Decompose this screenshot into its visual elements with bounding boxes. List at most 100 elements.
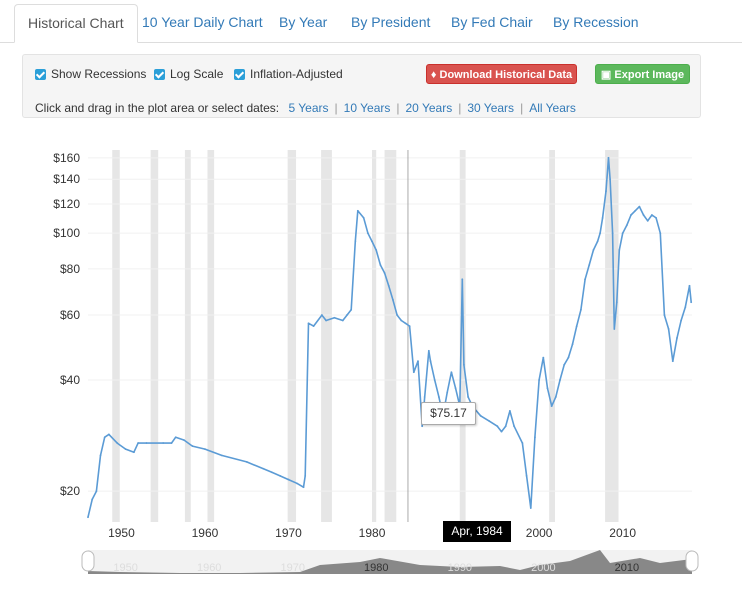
- checkbox-checked-icon: [154, 68, 165, 80]
- data-point: [667, 328, 670, 330]
- data-point: [423, 396, 426, 398]
- recession-band: [549, 150, 555, 522]
- navigator-left-handle[interactable]: [81, 550, 95, 572]
- data-point: [379, 264, 382, 266]
- navigator-tick-label: 1990: [448, 562, 472, 574]
- inflation-adjusted-checkbox[interactable]: Inflation-Adjusted: [234, 67, 343, 81]
- data-point: [609, 178, 612, 181]
- data-point: [321, 314, 323, 316]
- y-tick-label: $160: [53, 151, 80, 165]
- range-30-years-link[interactable]: 30 Years: [467, 101, 515, 115]
- data-point: [588, 264, 591, 266]
- data-point: [375, 249, 378, 251]
- show-recessions-checkbox[interactable]: Show Recessions: [35, 67, 146, 81]
- data-point: [655, 216, 657, 219]
- data-point: [91, 498, 94, 501]
- tab-historical-chart[interactable]: Historical Chart: [14, 4, 138, 43]
- data-point: [538, 379, 541, 381]
- log-scale-checkbox[interactable]: Log Scale: [154, 67, 223, 81]
- data-point: [618, 249, 621, 251]
- export-image-button[interactable]: ▣ Export Image: [595, 64, 690, 84]
- range-10-years-link[interactable]: 10 Years: [343, 101, 391, 115]
- range-prompt: Click and drag in the plot area or selec…: [35, 101, 280, 115]
- data-point: [542, 356, 545, 359]
- data-point: [383, 272, 386, 274]
- data-point: [525, 474, 528, 477]
- data-point: [599, 232, 602, 235]
- range-20-years-link[interactable]: 20 Years: [405, 101, 453, 115]
- date-tooltip: Apr, 1984: [443, 521, 511, 542]
- tab-10-year-daily-chart[interactable]: 10 Year Daily Chart: [142, 14, 263, 30]
- data-point: [433, 379, 436, 381]
- data-point: [461, 278, 464, 281]
- data-point: [354, 240, 357, 243]
- tab-by-recession[interactable]: By Recession: [553, 14, 639, 30]
- data-point: [295, 482, 298, 485]
- data-point: [170, 442, 173, 444]
- data-point: [350, 308, 353, 311]
- data-point: [563, 363, 566, 366]
- data-point: [107, 433, 110, 436]
- navigator-right-handle[interactable]: [685, 550, 699, 572]
- data-point: [534, 436, 536, 439]
- data-point: [584, 278, 586, 281]
- data-point: [592, 249, 595, 251]
- data-point: [550, 405, 553, 408]
- data-point: [133, 451, 135, 454]
- data-point: [496, 425, 499, 428]
- y-tick-label: $140: [53, 172, 80, 186]
- data-point: [99, 454, 102, 457]
- data-point: [302, 486, 305, 489]
- checkbox-checked-icon: [35, 68, 46, 80]
- navigator[interactable]: 1950 1960 1970 1980 1990 2000 2010: [0, 545, 742, 589]
- data-point: [191, 445, 194, 447]
- data-point: [630, 214, 632, 216]
- data-point: [116, 442, 119, 444]
- recession-band: [384, 150, 397, 522]
- data-point: [262, 467, 265, 470]
- recession-band: [321, 150, 332, 522]
- range-5-years-link[interactable]: 5 Years: [288, 101, 329, 115]
- range-all-years-link[interactable]: All Years: [529, 101, 576, 115]
- data-point: [333, 316, 336, 319]
- data-point: [615, 301, 618, 304]
- data-point: [174, 436, 177, 439]
- data-point: [137, 442, 140, 444]
- navigator-tick-label: 1980: [364, 562, 388, 574]
- tab-by-year[interactable]: By Year: [279, 14, 328, 30]
- x-tick-label: 1960: [192, 526, 219, 540]
- data-point: [412, 371, 415, 374]
- data-point: [579, 308, 582, 311]
- y-tick-label: $120: [53, 197, 80, 211]
- data-point: [346, 314, 348, 316]
- data-point: [279, 474, 282, 477]
- checkbox-checked-icon: [234, 68, 245, 80]
- navigator-tick-label: 1970: [280, 562, 304, 574]
- data-point: [454, 387, 457, 390]
- data-point: [400, 319, 403, 322]
- image-icon: ▣: [600, 69, 612, 81]
- data-point: [684, 306, 687, 309]
- tab-by-fed-chair[interactable]: By Fed Chair: [451, 14, 533, 30]
- data-point: [571, 343, 574, 346]
- data-point: [103, 436, 106, 439]
- data-point: [427, 349, 430, 352]
- x-tick-label: 1970: [275, 526, 302, 540]
- navigator-tick-label: 2000: [531, 562, 555, 574]
- price-chart[interactable]: $20 $40 $60 $80 $100 $120 $140 $160 1950 1960 1970…: [0, 130, 742, 540]
- data-point: [183, 439, 185, 442]
- tab-by-president[interactable]: By President: [351, 14, 431, 30]
- data-point: [613, 328, 616, 330]
- navigator-tick-label: 2010: [615, 562, 639, 574]
- download-historical-data-button[interactable]: ♦ Download Historical Data: [426, 64, 577, 84]
- data-point: [651, 214, 653, 216]
- data-point: [659, 232, 662, 235]
- data-point: [605, 190, 607, 193]
- data-point: [396, 314, 399, 316]
- data-point: [621, 232, 624, 235]
- data-point: [500, 430, 503, 433]
- data-point: [559, 379, 561, 381]
- data-point: [690, 301, 693, 304]
- data-point: [671, 360, 674, 363]
- data-point: [529, 507, 532, 509]
